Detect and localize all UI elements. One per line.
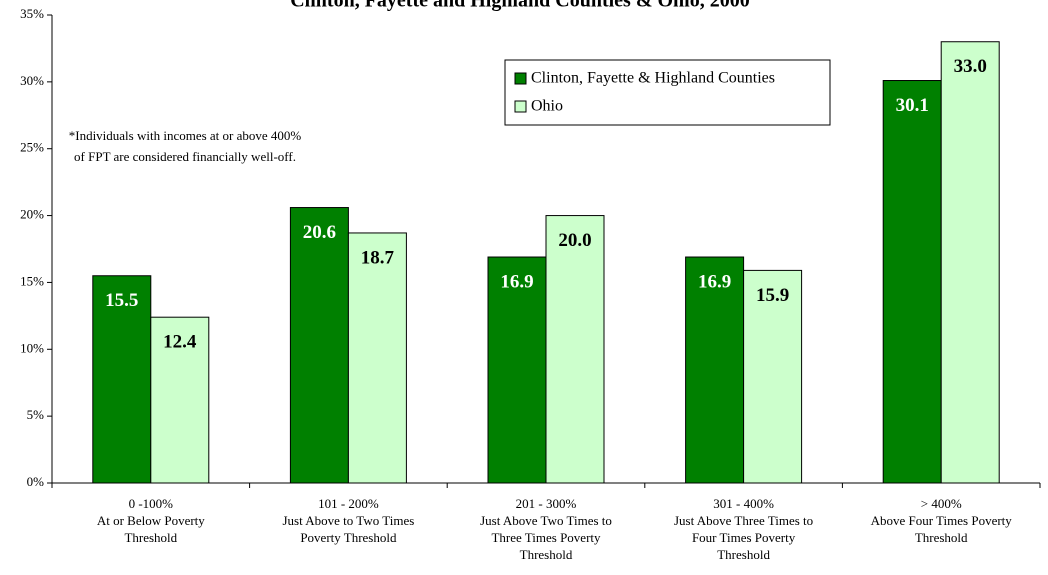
- y-tick-label: 0%: [27, 474, 45, 489]
- value-label: 18.7: [361, 247, 395, 268]
- legend-swatch: [514, 72, 527, 85]
- x-tick-label-line: Just Above Three Times to: [674, 513, 813, 528]
- bar: [92, 275, 152, 484]
- x-tick-label-line: 0 -100%: [129, 496, 174, 511]
- value-label: 20.6: [303, 222, 336, 243]
- x-tick-label-line: Threshold: [520, 547, 573, 562]
- y-tick-label: 20%: [20, 207, 44, 222]
- bar: [940, 41, 1000, 484]
- x-tick-label-line: Just Above to Two Times: [283, 513, 415, 528]
- x-tick-label-line: Threshold: [717, 547, 770, 562]
- legend-box: [504, 59, 831, 126]
- x-tick-label-line: Poverty Threshold: [300, 530, 397, 545]
- bar: [882, 80, 942, 484]
- bar: [150, 316, 210, 484]
- bar: [487, 256, 547, 484]
- legend-label: Clinton, Fayette & Highland Counties: [531, 70, 775, 87]
- x-tick-label-line: At or Below Poverty: [97, 513, 205, 528]
- x-tick-label-line: 301 - 400%: [713, 496, 774, 511]
- y-tick-label: 35%: [20, 6, 44, 21]
- y-tick-label: 30%: [20, 73, 44, 88]
- x-tick-label: > 400% Above Four Times Poverty Threshold: [871, 496, 1013, 545]
- value-label: 12.4: [163, 332, 197, 353]
- annotation: of FPT are considered financially well-o…: [74, 149, 296, 164]
- value-label: 15.9: [756, 285, 789, 306]
- value-label: 30.1: [896, 95, 929, 116]
- chart-title: Clinton, Fayette and Highland Counties &…: [290, 0, 750, 12]
- x-tick-label-line: Four Times Poverty: [692, 530, 796, 545]
- value-label: 16.9: [500, 271, 533, 292]
- x-tick-label-line: 201 - 300%: [516, 496, 577, 511]
- value-label: 33.0: [954, 56, 987, 77]
- x-tick-label: 101 - 200% Just Above to Two Times Poverty…: [283, 496, 415, 545]
- x-tick-label: 301 - 400% Just Above Three Times to Four …: [674, 496, 813, 562]
- value-label: 16.9: [698, 271, 731, 292]
- y-tick-label: 25%: [20, 140, 44, 155]
- bar: [289, 207, 349, 484]
- y-tick-label: 10%: [20, 340, 44, 355]
- bar: [685, 256, 745, 484]
- bar: [545, 215, 605, 484]
- x-tick-label-line: > 400%: [921, 496, 962, 511]
- x-tick-label: 0 -100% At or Below Poverty Threshold: [97, 496, 205, 545]
- x-tick-label-line: Threshold: [915, 530, 968, 545]
- x-tick-label-line: Three Times Poverty: [491, 530, 601, 545]
- annotation: *Individuals with incomes at or above 40…: [69, 128, 302, 143]
- legend-label: Ohio: [531, 98, 563, 115]
- x-tick-label-line: Above Four Times Poverty: [871, 513, 1013, 528]
- y-tick-label: 5%: [27, 407, 45, 422]
- bar: [347, 232, 407, 484]
- x-tick-label: 201 - 300% Just Above Two Times to Three T…: [480, 496, 612, 562]
- legend-swatch: [514, 100, 527, 113]
- value-label: 15.5: [105, 290, 138, 311]
- x-tick-label-line: Just Above Two Times to: [480, 513, 612, 528]
- y-tick-label: 15%: [20, 273, 44, 288]
- x-tick-label-line: Threshold: [124, 530, 177, 545]
- bar: [743, 269, 803, 484]
- x-tick-label-line: 101 - 200%: [318, 496, 379, 511]
- value-label: 20.0: [558, 230, 591, 251]
